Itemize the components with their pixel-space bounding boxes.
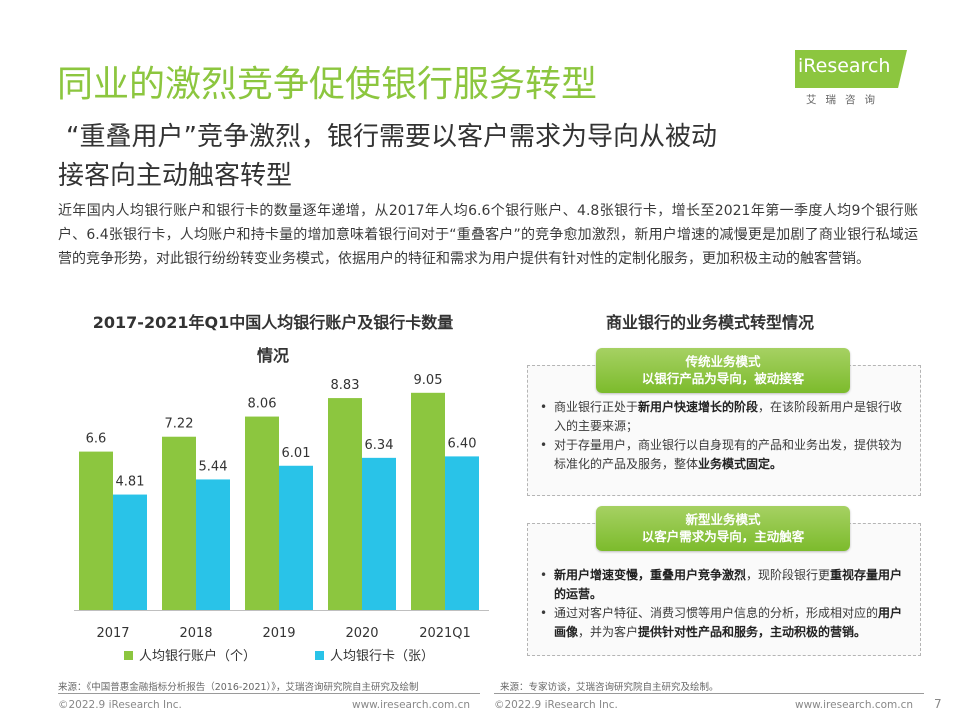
footer-copyright-right: ©2022.9 iResearch Inc. xyxy=(494,699,618,711)
data-label: 8.83 xyxy=(331,378,360,393)
new-bullet-text: 重视存量用户的运营。 xyxy=(554,568,903,601)
source-note-left: 来源：《中国普惠金融指标分析报告（2016-2021）》，艾瑞咨询研究院自主研究… xyxy=(58,682,419,693)
x-tick-label: 2020 xyxy=(345,626,378,641)
bar-accounts xyxy=(245,416,279,610)
legend-swatch-cards xyxy=(315,651,324,660)
traditional-model-name: 传统业务模式 xyxy=(685,354,761,369)
bar-cards xyxy=(279,465,313,610)
legend-item-accounts: 人均银行账户（个） xyxy=(124,645,256,664)
traditional-model-bullets: 商业银行正处于新用户快速增长的阶段，在该阶段新用户是银行收入的主要来源；对于存量… xyxy=(540,398,906,474)
new-model-tagline: 以客户需求为导向，主动触客 xyxy=(641,529,805,544)
traditional-bullet-text: 新用户快速增长的阶段 xyxy=(638,400,759,414)
data-label: 6.6 xyxy=(86,432,107,447)
new-bullet-text: 新用户增速变慢，重叠用户竞争激烈 xyxy=(554,568,747,582)
logo-badge xyxy=(795,50,907,88)
x-tick-label: 2017 xyxy=(96,626,129,641)
new-bullet: 新用户增速变慢，重叠用户竞争激烈，现阶段银行更重视存量用户的运营。 xyxy=(540,566,906,604)
data-label: 4.81 xyxy=(116,475,145,490)
x-tick-label: 2021Q1 xyxy=(419,626,471,641)
traditional-bullet-text: ，在该阶段新用户是银行收入的主要来源； xyxy=(554,400,903,433)
bar-cards xyxy=(196,479,230,610)
iresearch-logo: iResearch 艾瑞咨询 xyxy=(792,46,912,111)
legend-item-cards: 人均银行卡（张） xyxy=(315,645,434,664)
traditional-bullet-text: 对于存量用户，商业银行以自身现有的产品和业务出发，提供较为标准化的产品及服务，整… xyxy=(554,438,903,471)
legend-label-accounts: 人均银行账户（个） xyxy=(139,649,257,664)
bar-cards xyxy=(113,494,147,610)
new-model-name: 新型业务模式 xyxy=(685,512,761,527)
x-tick-label: 2019 xyxy=(262,626,295,641)
page-title: 同业的激烈竞争促使银行服务转型 xyxy=(57,64,598,105)
chart-title: 2017-2021年Q1中国人均银行账户及银行卡数量情况 xyxy=(92,313,454,365)
footer-copyright-left: ©2022.9 iResearch Inc. xyxy=(58,699,182,711)
new-bullet-text: ，并为客户 xyxy=(578,625,639,639)
bar-accounts xyxy=(411,392,445,610)
traditional-bullet-text: 商业银行正处于 xyxy=(554,400,639,414)
traditional-bullet: 商业银行正处于新用户快速增长的阶段，在该阶段新用户是银行收入的主要来源； xyxy=(540,398,906,436)
data-label: 7.22 xyxy=(165,417,194,432)
data-label: 8.06 xyxy=(248,397,277,412)
footer-divider-left xyxy=(58,693,480,694)
new-bullet-text: 通过对客户特征、消费习惯等用户信息的分析，形成相对应的 xyxy=(554,606,879,620)
new-bullet-text: ，现阶段银行更 xyxy=(746,568,831,582)
intro-paragraph: 近年国内人均银行账户和银行卡的数量逐年递增，从2017年人均6.6个银行账户、4… xyxy=(58,203,918,267)
data-label: 9.05 xyxy=(414,373,443,388)
logo-wordmark: iResearch xyxy=(798,55,891,77)
footer-divider-right xyxy=(494,693,924,694)
legend-label-cards: 人均银行卡（张） xyxy=(330,649,435,664)
source-note-right: 来源：专家访谈，艾瑞咨询研究院自主研究及绘制。 xyxy=(500,682,719,693)
new-bullet-text: 提供针对性产品和服务，主动积极的营销。 xyxy=(638,625,867,639)
models-title: 商业银行的业务模式转型情况 xyxy=(605,313,814,332)
data-label: 6.34 xyxy=(365,438,394,453)
data-label: 6.01 xyxy=(282,446,311,461)
traditional-model-tagline: 以银行产品为导向，被动接客 xyxy=(641,371,805,386)
bar-cards xyxy=(362,457,396,610)
page-subtitle: “重叠用户”竞争激烈，银行需要以客户需求为导向从被动 接客向主动触客转型 xyxy=(58,118,918,196)
legend-swatch-accounts xyxy=(124,651,133,660)
new-model-bullets: 新用户增速变慢，重叠用户竞争激烈，现阶段银行更重视存量用户的运营。通过对客户特征… xyxy=(540,566,906,642)
traditional-model-pill: 传统业务模式 以银行产品为导向，被动接客 xyxy=(596,348,850,393)
bar-accounts xyxy=(162,436,196,610)
x-tick-label: 2018 xyxy=(179,626,212,641)
data-label: 6.40 xyxy=(448,436,477,451)
bar-chart: 6.6 4.81 2017 7.22 5.44 2018 8.06 6.01 2019 8.83 6… xyxy=(74,373,489,641)
footer-website-left: www.iresearch.com.cn xyxy=(352,699,471,711)
traditional-bullet: 对于存量用户，商业银行以自身现有的产品和业务出发，提供较为标准化的产品及服务，整… xyxy=(540,436,906,474)
bar-cards xyxy=(445,456,479,610)
subtitle-line-2: 接客向主动触客转型 xyxy=(58,161,293,191)
traditional-bullet-text: 业务模式固定。 xyxy=(698,457,783,471)
new-bullet-text: 用户画像 xyxy=(554,606,903,639)
page-number: 7 xyxy=(934,697,942,711)
bar-accounts xyxy=(328,398,362,610)
subtitle-line-1: “重叠用户”竞争激烈，银行需要以客户需求为导向从被动 xyxy=(66,122,717,152)
new-bullet: 通过对客户特征、消费习惯等用户信息的分析，形成相对应的用户画像，并为客户提供针对… xyxy=(540,604,906,642)
logo-subtitle: 艾瑞咨询 xyxy=(806,94,884,106)
new-model-pill: 新型业务模式 以客户需求为导向，主动触客 xyxy=(596,506,850,551)
footer-website-right: www.iresearch.com.cn xyxy=(795,699,914,711)
bar-accounts xyxy=(79,451,113,610)
data-label: 5.44 xyxy=(199,459,228,474)
